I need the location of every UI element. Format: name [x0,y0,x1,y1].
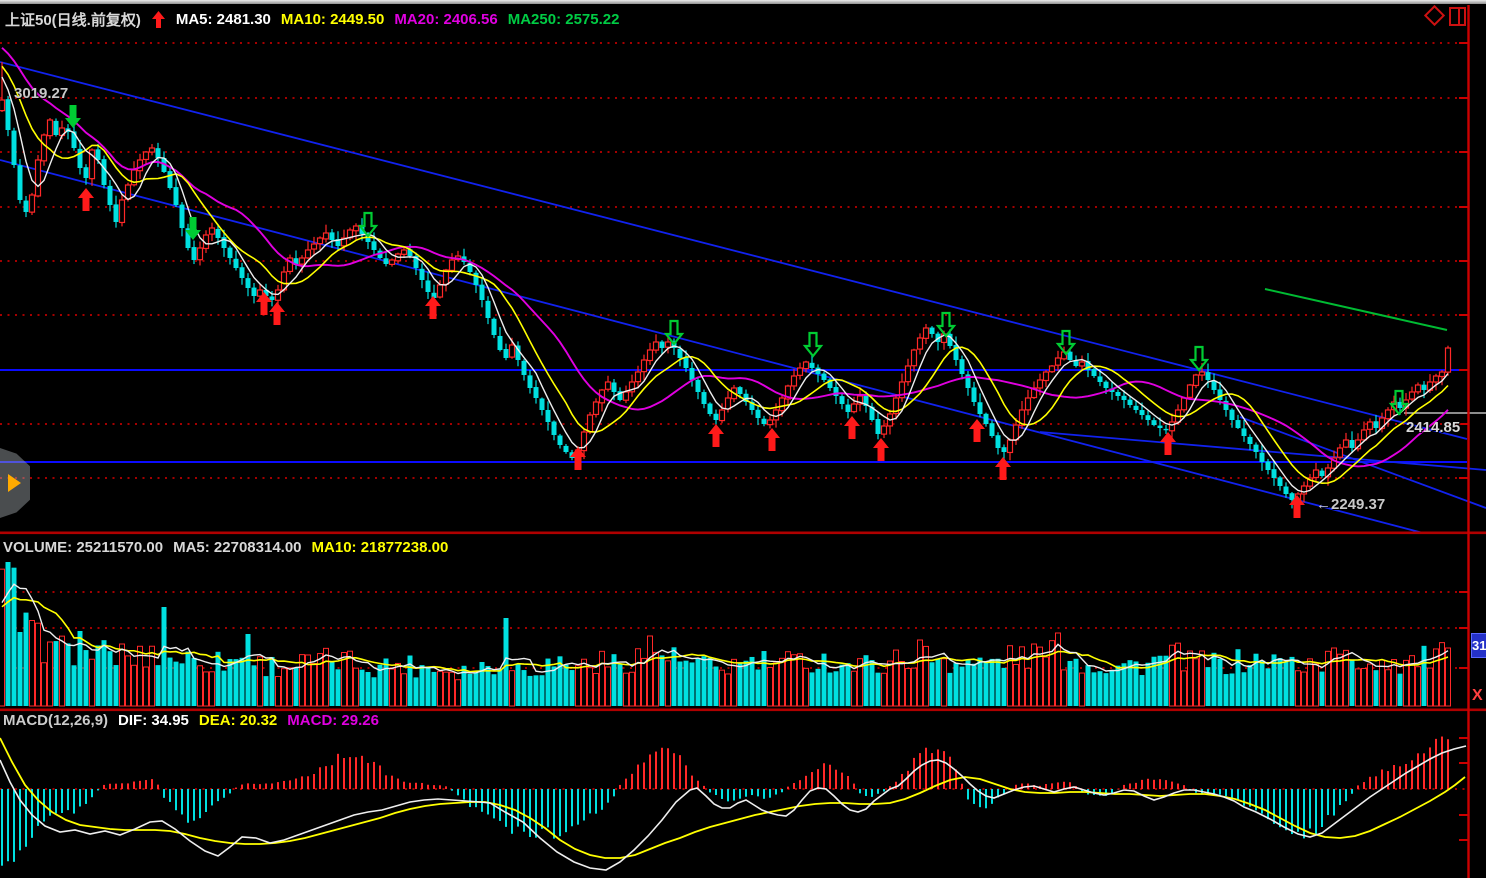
right-margin-x-button[interactable]: X [1472,687,1483,704]
red-up-arrow-icon [151,10,165,28]
dif-reading: DIF: 34.95 [118,712,189,729]
ma5-reading: MA5: 2481.30 [175,11,271,28]
macd-params: MACD(12,26,9) [3,712,109,729]
expand-arrow-icon [8,474,21,492]
macd-legend: MACD(12,26,9) DIF: 34.95 DEA: 20.32 MACD… [3,712,379,729]
symbol-title: 上证50(日线.前复权) [5,12,141,29]
right-margin-badge[interactable]: 31 [1471,633,1486,658]
macd-reading: MACD: 29.26 [287,712,379,729]
window-top-edge [0,0,1486,4]
split-window-icon[interactable] [1449,7,1466,26]
ma10-reading: MA10: 2449.50 [280,11,385,28]
main-chart-legend: 上证50(日线.前复权) MA5: 2481.30 MA10: 2449.50 … [5,9,619,30]
ma250-reading: MA250: 2575.22 [507,11,620,28]
hline-price-label: 2414.85 [1406,419,1461,436]
dea-reading: DEA: 20.32 [198,712,278,729]
vol-ma10-reading: MA10: 21877238.00 [311,539,449,556]
period-low-label: ←2249.37 [1316,496,1386,513]
period-high-label: 3019.27 [14,85,69,102]
volume-legend: VOLUME: 25211570.00 MA5: 22708314.00 MA1… [3,539,448,556]
vol-ma5-reading: MA5: 22708314.00 [173,539,302,556]
volume-reading: VOLUME: 25211570.00 [3,539,164,556]
ma20-reading: MA20: 2406.56 [394,11,498,28]
